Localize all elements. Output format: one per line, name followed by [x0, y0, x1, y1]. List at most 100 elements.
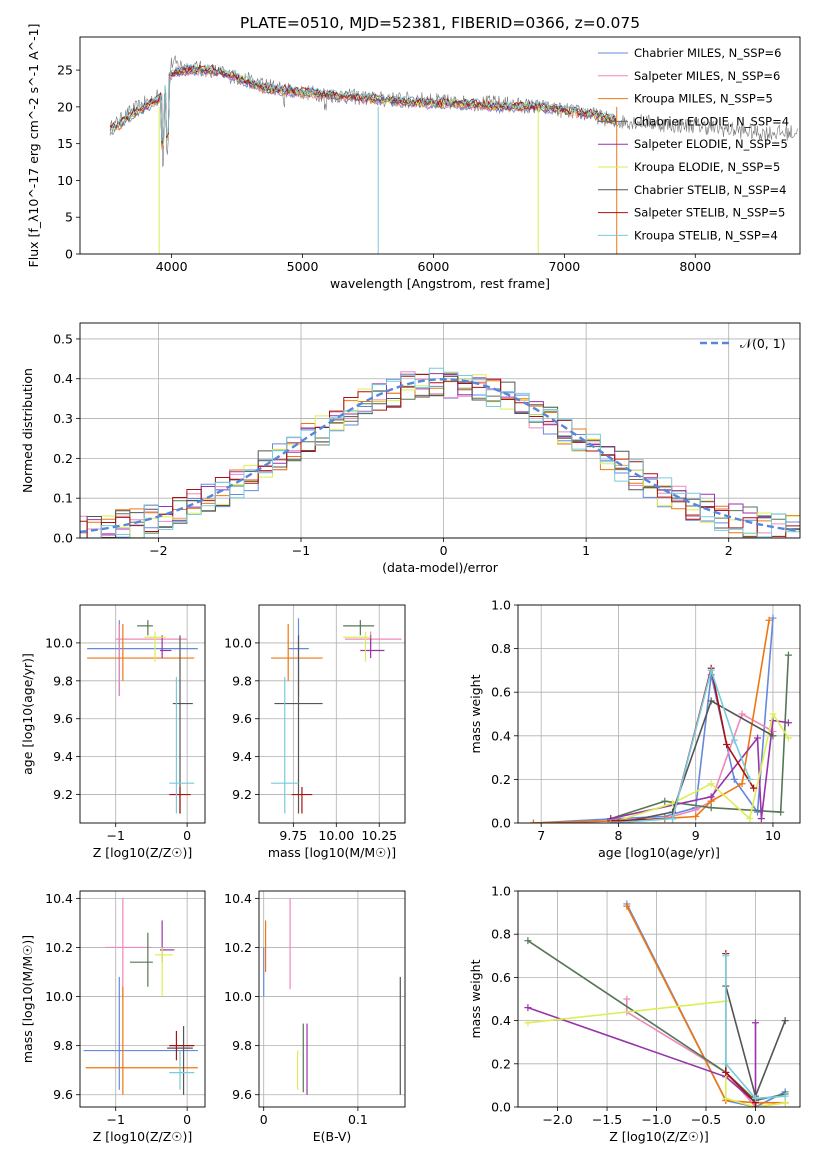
errorbar-point [137, 620, 153, 636]
y-tick-label: 10 [57, 173, 73, 188]
mass-weight-marker [707, 804, 715, 812]
errorbar-point [115, 623, 188, 696]
x-tick-label: 9 [692, 828, 700, 843]
axes-frame [79, 322, 801, 539]
x-tick-label: 10 [765, 828, 781, 843]
y-tick-label: 0.4 [491, 728, 511, 743]
y-tick-label: 10.0 [224, 635, 252, 650]
mass-weight-series-3 [626, 905, 786, 1104]
x-axis-label: (data-model)/error [382, 560, 499, 575]
mass-weight-marker [754, 734, 762, 742]
y-tick-label: 9.8 [232, 1038, 252, 1053]
mass-weight-marker [751, 1103, 759, 1107]
legend-entry: Kroupa ELODIE, N_SSP=5 [634, 160, 780, 174]
mass-weight-marker [707, 697, 715, 705]
x-tick-label: −1 [106, 828, 124, 843]
x-tick-label: 2 [725, 543, 733, 558]
x-tick-label: 0.1 [348, 1112, 368, 1127]
y-tick-label: 0.6 [491, 970, 511, 985]
y-tick-label: 10.0 [224, 989, 252, 1004]
y-tick-label: 0.2 [491, 1056, 511, 1071]
mass-weight-marker [769, 614, 777, 622]
y-tick-label: 0.8 [491, 927, 511, 942]
y-axis-label: mass [log10(M/M☉)] [20, 935, 35, 1063]
y-tick-label: 9.8 [53, 673, 73, 688]
x-tick-label: 0 [260, 1112, 268, 1127]
x-tick-label: −2 [149, 543, 167, 558]
x-tick-label: −1 [106, 1112, 124, 1127]
mass-weight-marker [781, 1099, 789, 1107]
legend-entry: Chabrier ELODIE, N_SSP=4 [634, 114, 789, 128]
plot-area-mass-vs-Z [83, 898, 198, 1095]
y-tick-label: 15 [57, 136, 73, 151]
y-axis-label: age [log10(age/yr)] [20, 653, 35, 775]
y-tick-label: 10.0 [45, 989, 73, 1004]
mass-weight-marker [784, 651, 792, 659]
axes-frame [258, 890, 406, 1108]
errorbar-point [155, 947, 173, 997]
mass-weight-marker [754, 808, 762, 816]
plot-area-spectrum [109, 55, 798, 254]
legend-entry: Chabrier STELIB, N_SSP=4 [634, 183, 786, 197]
mass-weight-marker [524, 937, 532, 945]
mass-weight-marker [781, 1092, 789, 1100]
y-tick-label: 0.0 [53, 531, 73, 546]
x-tick-label: 10.25 [361, 828, 397, 843]
axes-frame [79, 36, 801, 255]
x-tick-label: 0.0 [746, 1112, 766, 1127]
histogram-series-2 [80, 371, 800, 538]
y-tick-label: 1.0 [491, 598, 511, 613]
x-tick-label: 6000 [418, 259, 450, 274]
x-tick-label: 8 [614, 828, 622, 843]
mass-weight-marker [784, 734, 792, 742]
errorbar-point [360, 635, 385, 659]
x-tick-label: −1.0 [641, 1112, 671, 1127]
errorbar-point [105, 898, 152, 997]
y-tick-label: 0.6 [491, 685, 511, 700]
x-tick-label: 0 [440, 543, 448, 558]
y-tick-label: 10.4 [224, 891, 252, 906]
y-tick-label: 0.0 [491, 1100, 511, 1115]
y-tick-label: 0.5 [53, 331, 73, 346]
mass-weight-marker [751, 1094, 759, 1102]
mass-weight-marker [777, 808, 785, 816]
mass-weight-marker [707, 793, 715, 801]
x-tick-label: 9.75 [279, 828, 307, 843]
x-axis-label: Z [log10(Z/Z☉)] [93, 1129, 193, 1144]
x-tick-label: 4000 [156, 259, 188, 274]
axes-age-vs-Z: −1 0 9.2 9.4 9.6 9.8 10.0 Z [log10(Z/Z☉)] age [l… [20, 604, 206, 860]
plot-area-age-vs-mass [271, 618, 402, 814]
mass-weight-marker [738, 710, 746, 718]
observed-spectrum-line [109, 55, 798, 168]
plot-area-massweight-vs-age [529, 614, 792, 823]
y-tick-label: 25 [57, 63, 73, 78]
mass-weight-marker [751, 1019, 759, 1027]
x-tick-label: 8000 [679, 259, 711, 274]
axes-spectrum: 4000 5000 6000 7000 8000 0 5 10 15 20 25 wavelength… [26, 24, 801, 291]
x-axis-label: mass [log10(M/M☉)] [268, 845, 396, 860]
mass-weight-marker [769, 710, 777, 718]
y-tick-label: 0.3 [53, 411, 73, 426]
y-tick-label: 0.2 [53, 451, 73, 466]
x-tick-label: −1 [292, 543, 310, 558]
x-axis-label: Z [log10(Z/Z☉)] [609, 1129, 709, 1144]
mass-weight-marker [524, 1019, 532, 1027]
x-tick-label: 0 [183, 1112, 191, 1127]
y-tick-label: 9.2 [53, 787, 73, 802]
errorbar-point [343, 631, 371, 662]
errorbar-point [85, 986, 198, 1095]
y-tick-label: 9.4 [53, 749, 73, 764]
y-tick-label: 20 [57, 99, 73, 114]
mass-weight-marker [722, 1068, 730, 1076]
x-tick-label: −2.0 [542, 1112, 572, 1127]
errorbar-point [130, 932, 153, 987]
plot-area-massweight-vs-Z [524, 900, 789, 1107]
mass-weight-marker [707, 780, 715, 788]
mass-weight-marker [784, 719, 792, 727]
legend: Chabrier MILES, N_SSP=6 Salpeter MILES, N… [598, 46, 789, 242]
mass-weight-series-9 [725, 955, 786, 1100]
y-tick-label: 0.1 [53, 491, 73, 506]
y-tick-label: 10.0 [45, 635, 73, 650]
mass-weight-series-7 [618, 699, 774, 823]
mass-weight-marker [661, 797, 669, 805]
